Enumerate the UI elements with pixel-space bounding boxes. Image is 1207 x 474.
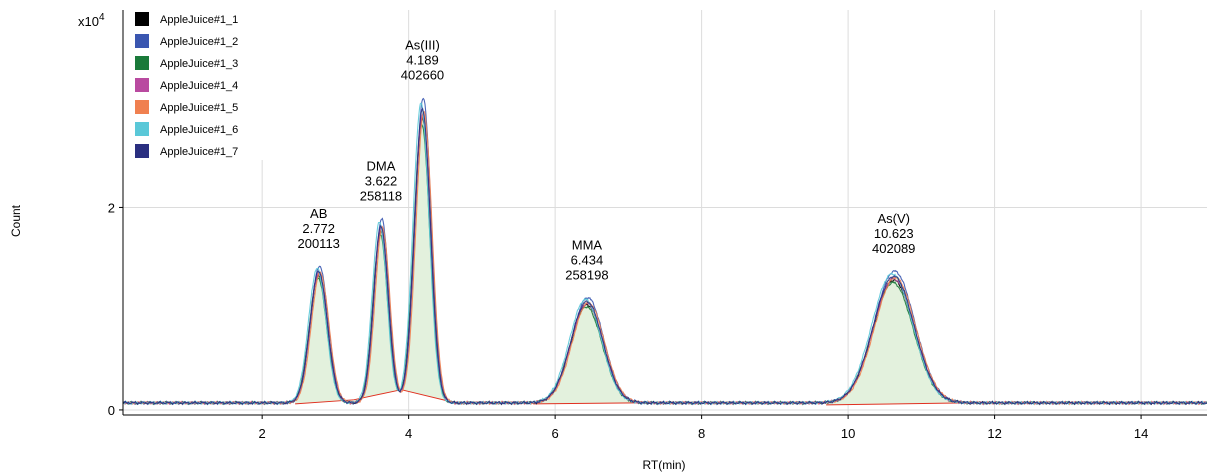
axes bbox=[119, 10, 1207, 419]
legend-swatch bbox=[135, 144, 149, 158]
x-tick-labels: 2 4 6 8 10 12 14 bbox=[259, 426, 1149, 441]
peak-fill-As(V) bbox=[826, 276, 966, 405]
y-tick-labels: 02 bbox=[108, 200, 115, 418]
y-axis-title: Count bbox=[9, 204, 23, 237]
peak-baseline-As(V) bbox=[826, 402, 966, 406]
series-line bbox=[122, 102, 1207, 406]
x-tick-label: 4 bbox=[405, 426, 412, 441]
series-line bbox=[122, 115, 1207, 406]
peak-label-name: MMA bbox=[572, 238, 603, 253]
legend-label: AppleJuice#1_6 bbox=[160, 124, 238, 136]
legend-label: AppleJuice#1_5 bbox=[160, 102, 238, 114]
x-tick-label: 10 bbox=[841, 426, 855, 441]
x-tick-label: 12 bbox=[987, 426, 1001, 441]
peak-label-area: 258118 bbox=[360, 189, 402, 204]
legend-swatch bbox=[135, 56, 149, 70]
x-tick-label: 2 bbox=[259, 426, 266, 441]
legend-swatch bbox=[135, 100, 149, 114]
peak-baseline-MMA bbox=[533, 402, 644, 405]
peak-label-area: 402660 bbox=[401, 67, 444, 82]
legend-swatch bbox=[135, 122, 149, 136]
legend-swatch bbox=[135, 34, 149, 48]
peak-label-name: As(V) bbox=[877, 211, 910, 226]
legend-label: AppleJuice#1_3 bbox=[160, 58, 238, 70]
peak-label-name: DMA bbox=[367, 159, 396, 174]
series-traces bbox=[122, 97, 1207, 406]
peak-label-rt: 6.434 bbox=[571, 253, 604, 268]
y-multiplier: x104 bbox=[78, 12, 105, 29]
x-tick-label: 6 bbox=[552, 426, 559, 441]
legend-label: AppleJuice#1_4 bbox=[160, 80, 238, 92]
peak-label-name: AB bbox=[310, 206, 327, 221]
peak-label-area: 402089 bbox=[872, 241, 915, 256]
peak-label-area: 258198 bbox=[565, 268, 608, 283]
series-line bbox=[122, 97, 1207, 406]
legend-label: AppleJuice#1_1 bbox=[160, 14, 238, 26]
series-line bbox=[122, 123, 1207, 406]
peak-label-rt: 4.189 bbox=[406, 52, 439, 67]
legend-swatch bbox=[135, 78, 149, 92]
peak-label-rt: 3.622 bbox=[365, 174, 398, 189]
series-line bbox=[122, 110, 1207, 406]
peak-label-rt: 2.772 bbox=[302, 221, 335, 236]
x-tick-label: 8 bbox=[698, 426, 705, 441]
y-tick-label: 0 bbox=[108, 403, 115, 418]
peak-labels: AB2.772200113DMA3.622258118As(III)4.1894… bbox=[297, 37, 915, 282]
legend-swatch bbox=[135, 12, 149, 26]
x-axis-title: RT(min) bbox=[642, 458, 685, 472]
legend-label: AppleJuice#1_2 bbox=[160, 36, 238, 48]
y-tick-label: 2 bbox=[108, 200, 115, 215]
peak-label-area: 200113 bbox=[297, 236, 339, 251]
peak-label-rt: 10.623 bbox=[874, 226, 914, 241]
peak-fill-AB bbox=[295, 271, 354, 404]
series-line bbox=[122, 107, 1207, 406]
legend-background bbox=[126, 4, 270, 160]
grid-lines bbox=[123, 10, 1207, 415]
peak-fill-DMA bbox=[353, 225, 402, 403]
legend-label: AppleJuice#1_7 bbox=[160, 146, 238, 158]
legend: AppleJuice#1_1 AppleJuice#1_2 AppleJuice#1… bbox=[126, 4, 270, 160]
peak-label-name: As(III) bbox=[405, 37, 440, 52]
peak-fill-MMA bbox=[533, 301, 643, 404]
series-line bbox=[122, 112, 1207, 406]
x-tick-label: 14 bbox=[1134, 426, 1148, 441]
